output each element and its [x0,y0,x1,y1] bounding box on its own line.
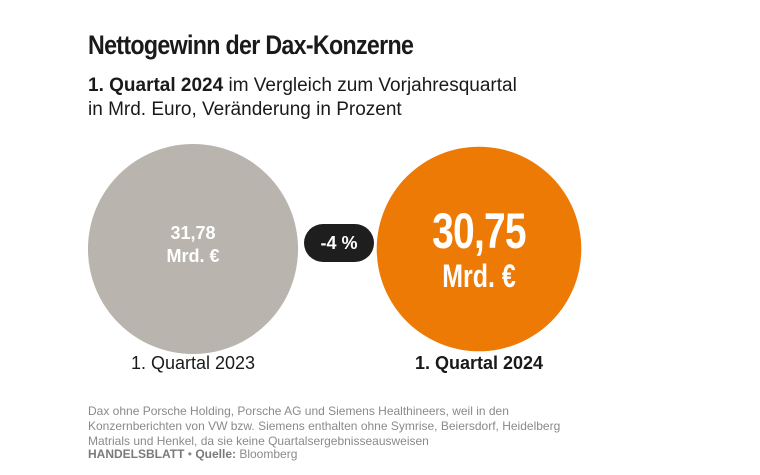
bubble-value-label: 30,75 [432,202,526,259]
source-value: Bloomberg [236,447,298,461]
change-badge: -4 % [304,224,374,262]
source-line: HANDELSBLATT • Quelle: Bloomberg [88,447,297,462]
subtitle-line2: in Mrd. Euro, Veränderung in Prozent [88,99,402,120]
bubble-unit-label: Mrd. € [442,259,516,295]
brand-label: HANDELSBLATT [88,447,185,461]
subtitle-highlight: 1. Quartal 2024 [88,75,224,96]
bubble-unit-label: Mrd. € [166,246,219,266]
category-label: 1. Quartal 2023 [131,353,255,373]
bubble-value-label: 31,78 [170,223,215,243]
source-label: Quelle: [195,447,236,461]
bubble-1 [87,143,299,355]
chart-title: Nettogewinn der Dax-Konzerne [88,30,414,60]
change-badge-label: -4 % [320,233,357,253]
chart-subtitle: 1. Quartal 2024 im Vergleich zum Vorjahr… [88,74,517,122]
footnote: Dax ohne Porsche Holding, Porsche AG und… [88,404,561,448]
separator: • [184,447,196,461]
bubble-2 [376,146,582,352]
change-badge-pill [304,224,374,262]
category-label: 1. Quartal 2024 [415,353,543,373]
subtitle-rest: im Vergleich zum Vorjahresquartal [223,75,517,96]
